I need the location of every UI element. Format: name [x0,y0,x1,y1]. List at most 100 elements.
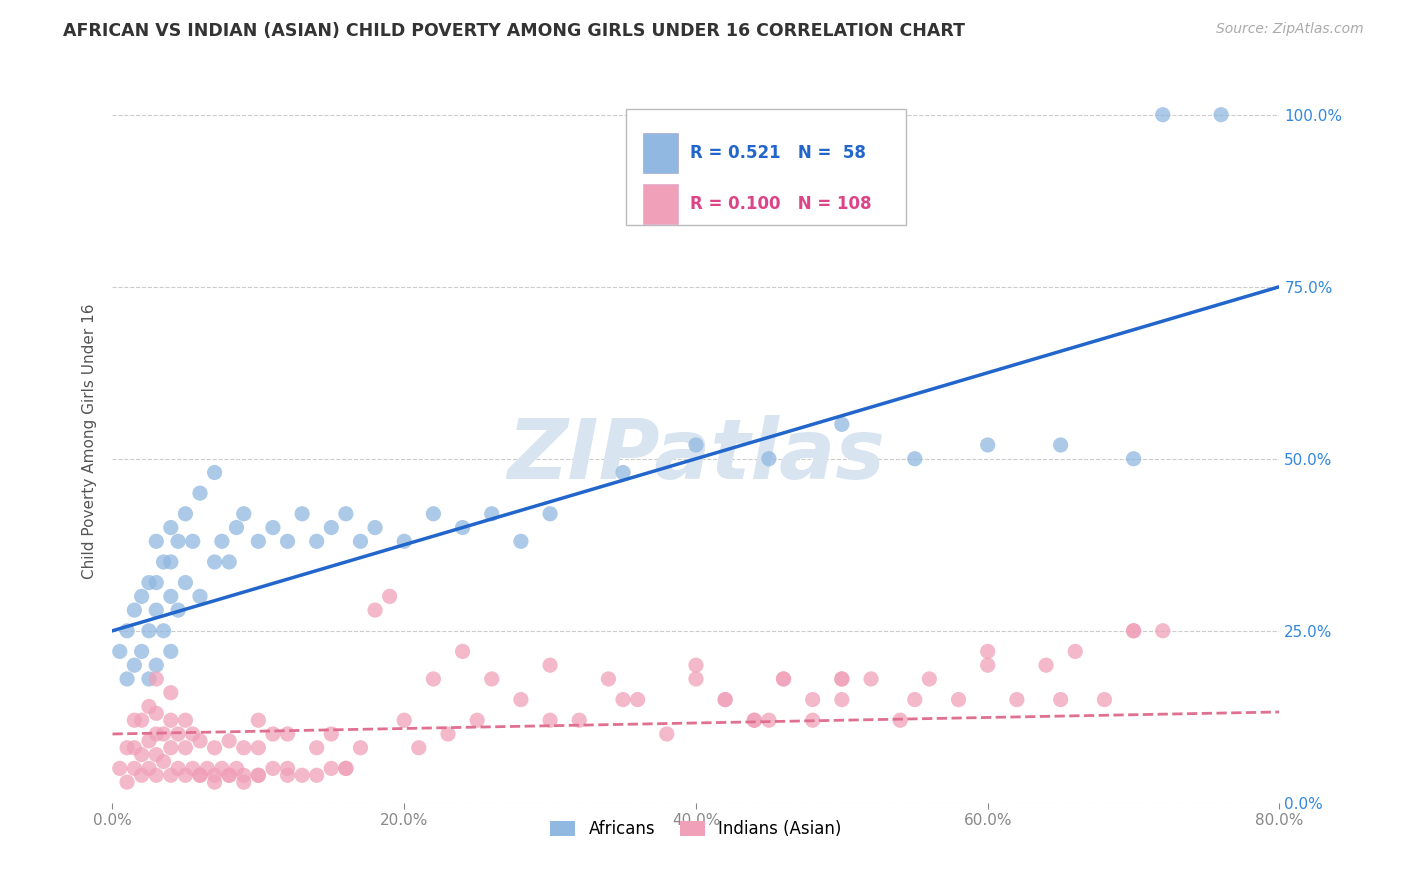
Point [335,761,357,775]
Point [188,768,211,782]
FancyBboxPatch shape [626,109,905,225]
Point [394,713,416,727]
Point [451,520,474,534]
Point [742,713,765,727]
Text: AFRICAN VS INDIAN (ASIAN) CHILD POVERTY AMONG GIRLS UNDER 16 CORRELATION CHART: AFRICAN VS INDIAN (ASIAN) CHILD POVERTY … [63,22,966,40]
Y-axis label: Child Poverty Among Girls Under 16: Child Poverty Among Girls Under 16 [82,304,97,579]
Point [612,466,634,480]
Point [115,624,138,638]
Point [160,520,183,534]
Point [160,590,183,604]
Point [1035,658,1057,673]
Point [335,761,357,775]
Point [335,507,357,521]
Point [422,672,444,686]
Point [218,768,240,782]
Point [174,740,197,755]
Point [145,534,167,549]
Point [276,768,298,782]
Point [655,727,678,741]
Point [976,658,998,673]
Point [152,555,174,569]
Point [211,761,233,775]
Point [174,575,197,590]
Point [218,768,240,782]
Point [437,727,460,741]
Point [195,761,218,775]
Point [801,713,824,727]
Point [1049,692,1071,706]
Point [174,768,197,782]
Point [481,507,503,521]
Point [145,658,167,673]
Point [232,507,254,521]
Point [167,603,190,617]
Point [152,727,174,741]
Point [131,713,153,727]
Point [211,534,233,549]
Text: R = 0.100   N = 108: R = 0.100 N = 108 [690,195,872,213]
Point [225,520,247,534]
Point [138,761,160,775]
Point [115,775,138,789]
Point [218,555,240,569]
Point [831,692,853,706]
Point [145,575,167,590]
Point [124,761,146,775]
Point [612,692,634,706]
Point [131,747,153,762]
Point [408,740,430,755]
Point [598,672,620,686]
Point [1209,108,1232,122]
Point [276,727,298,741]
Point [138,672,160,686]
Point [232,740,254,755]
Point [124,740,146,755]
Point [247,740,270,755]
Point [394,534,416,549]
Point [152,624,174,638]
Point [188,734,211,748]
Point [145,768,167,782]
Point [422,507,444,521]
Point [291,507,314,521]
Point [1122,624,1144,638]
Point [538,507,561,521]
Point [305,534,328,549]
Point [145,603,167,617]
Point [262,520,284,534]
Point [276,761,298,775]
Point [247,768,270,782]
Point [1122,451,1144,466]
Point [509,534,531,549]
Point [108,644,131,658]
Point [160,740,183,755]
Point [349,740,371,755]
Point [247,713,270,727]
Point [160,555,183,569]
Point [204,466,226,480]
Point [1122,624,1144,638]
Point [538,713,561,727]
Point [1094,692,1116,706]
Point [188,768,211,782]
Point [364,603,387,617]
Point [831,672,853,686]
Point [181,761,204,775]
Point [138,699,160,714]
Point [145,672,167,686]
Point [160,713,183,727]
Point [145,747,167,762]
Point [831,672,853,686]
Point [225,761,247,775]
Point [538,658,561,673]
Point [160,686,183,700]
Point [481,672,503,686]
Point [772,672,794,686]
Point [138,734,160,748]
Point [772,672,794,686]
Point [889,713,911,727]
Point [124,603,146,617]
Point [145,727,167,741]
Point [509,692,531,706]
